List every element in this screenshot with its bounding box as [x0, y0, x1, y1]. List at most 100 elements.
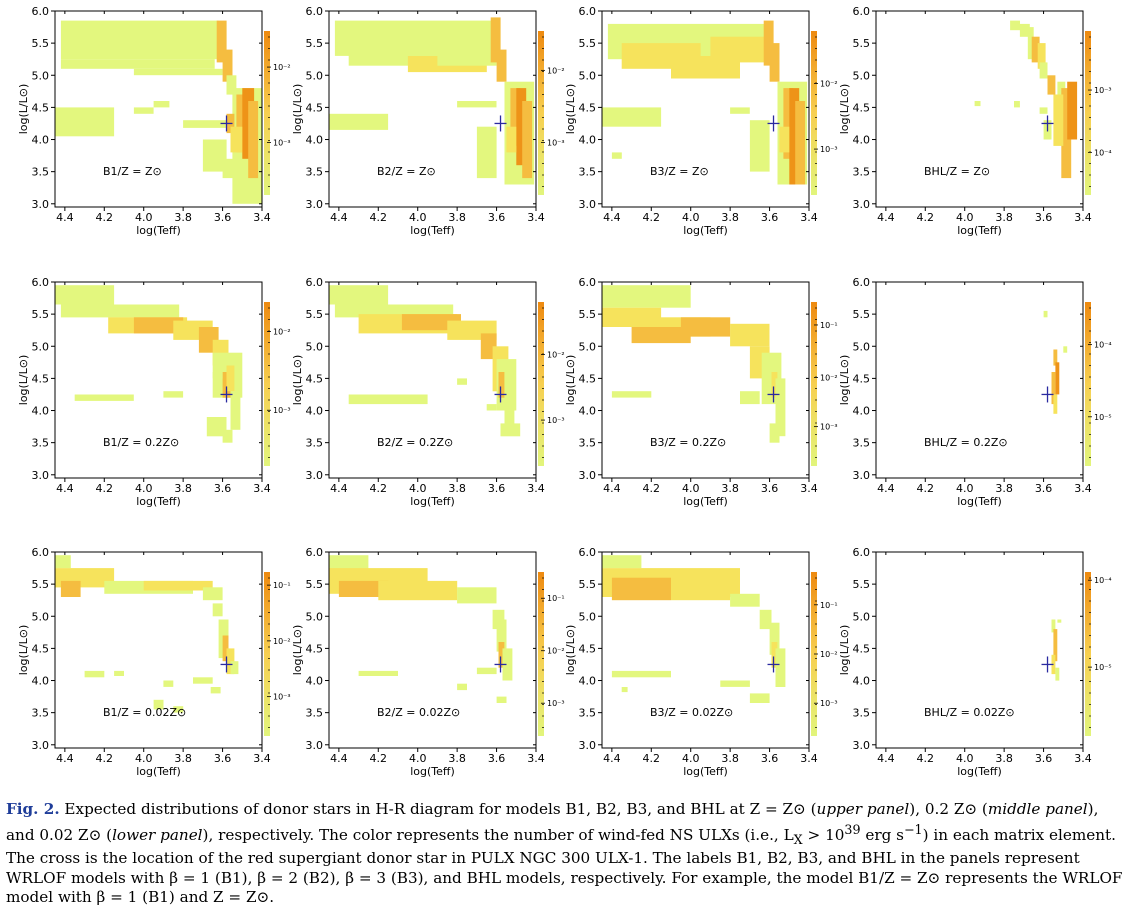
heatmap-cell [248, 101, 259, 179]
heatmap-cell [749, 693, 770, 703]
x-tick-label: 4.2 [96, 211, 114, 224]
axes-frame [328, 281, 537, 479]
hr-panel: 4.4 4.2 4.0 3.8 3.6 3.4 3.0 3.5 4.0 4.5 5.0 5.5 6.0 l… [564, 276, 838, 508]
heatmap-cell [779, 126, 790, 153]
panel-label: B1/Z = 0.02Z⊙ [103, 706, 186, 719]
x-tick-label: 4.0 [135, 482, 153, 495]
y-tick-label: 4.0 [579, 405, 597, 418]
hr-panel: 4.4 4.2 4.0 3.8 3.6 3.4 3.0 3.5 4.0 4.5 5.0 5.5 6.0 l… [838, 276, 1112, 508]
heatmap-cell [522, 101, 533, 179]
x-tick-label: 4.4 [603, 211, 621, 224]
colorbar-tick-label: 10⁻³ [273, 406, 291, 415]
y-tick-label: 4.5 [32, 642, 50, 655]
x-tick-label: 4.4 [877, 482, 895, 495]
heatmap-cell [183, 120, 233, 128]
colorbar-tick-label: 10⁻³ [1094, 86, 1112, 95]
colorbar [811, 31, 817, 195]
x-tick-label: 3.8 [721, 482, 739, 495]
heatmap-cell [153, 699, 164, 710]
y-tick-label: 3.5 [32, 437, 50, 450]
x-tick-label: 4.0 [409, 211, 427, 224]
heatmap-cell [358, 670, 398, 676]
colorbar-tick-label: 10⁻¹ [273, 581, 291, 590]
heatmap-cell [789, 88, 800, 185]
y-tick-label: 4.5 [579, 101, 597, 114]
x-tick-label: 3.8 [995, 752, 1013, 765]
x-tick-label: 3.8 [448, 482, 466, 495]
hr-panel: 4.4 4.2 4.0 3.8 3.6 3.4 3.0 3.5 4.0 4.5 5.0 5.5 6.0 l… [838, 5, 1112, 237]
y-axis-label: log(L/L⊙) [17, 355, 30, 406]
colorbar-tick-label: 10⁻² [547, 66, 565, 75]
hr-panel: 4.4 4.2 4.0 3.8 3.6 3.4 3.0 3.5 4.0 4.5 5.0 5.5 6.0 l… [17, 276, 291, 508]
colorbar-tick-label: 10⁻³ [547, 699, 565, 708]
heatmap-cell [222, 49, 233, 82]
x-tick-label: 3.6 [1035, 211, 1053, 224]
y-tick-label: 3.0 [853, 739, 871, 752]
x-axis-label: log(Teff) [683, 224, 728, 237]
x-tick-label: 3.8 [448, 752, 466, 765]
y-tick-label: 3.5 [32, 707, 50, 720]
x-tick-label: 3.4 [527, 752, 545, 765]
colorbar [264, 31, 270, 195]
figure-label[interactable]: Fig. 2. [6, 800, 60, 818]
x-tick-label: 3.8 [174, 752, 192, 765]
y-axis-label: log(L/L⊙) [564, 355, 577, 406]
x-tick-label: 3.4 [800, 482, 818, 495]
heatmap-cell [329, 285, 389, 305]
hr-panel: 4.4 4.2 4.0 3.8 3.6 3.4 3.0 3.5 4.0 4.5 5.0 5.5 6.0 l… [564, 5, 838, 237]
heatmap-cell [1031, 36, 1040, 63]
x-tick-label: 4.4 [56, 482, 74, 495]
y-tick-label: 5.5 [32, 308, 50, 321]
colorbar-tick-label: 10⁻¹ [820, 321, 838, 330]
y-tick-label: 6.0 [306, 546, 324, 559]
caption-lower: lower panel [112, 825, 203, 844]
heatmap-cell [611, 670, 671, 678]
heatmap-cell [55, 555, 71, 569]
heatmap-cell [496, 49, 507, 82]
heatmap-cell [769, 423, 780, 443]
hr-panel: 4.4 4.2 4.0 3.8 3.6 3.4 3.0 3.5 4.0 4.5 5.0 5.5 6.0 l… [291, 276, 565, 508]
x-tick-label: 3.6 [1035, 752, 1053, 765]
x-tick-label: 4.0 [135, 211, 153, 224]
x-tick-label: 3.8 [995, 211, 1013, 224]
y-tick-label: 3.0 [306, 198, 324, 211]
heatmap-cell [510, 88, 521, 146]
y-tick-label: 6.0 [32, 276, 50, 289]
heatmap-cell [222, 158, 243, 179]
y-tick-label: 4.0 [306, 675, 324, 688]
caption-text-7: ) in each matrix element. The cross is t… [6, 825, 1123, 907]
cross-marker [220, 656, 233, 673]
axes-frame [875, 281, 1084, 479]
heatmap-cell [631, 327, 691, 344]
y-tick-label: 5.5 [853, 308, 871, 321]
heatmap-cell [60, 20, 219, 60]
heatmap-cell [611, 577, 671, 601]
heatmap-cell [329, 113, 389, 130]
heatmap-cell [329, 555, 369, 572]
x-tick-label: 4.2 [917, 482, 935, 495]
y-tick-label: 5.0 [32, 69, 50, 82]
heatmap-cell [486, 404, 497, 411]
heatmap-cell [60, 580, 81, 597]
axes-frame [54, 551, 263, 749]
caption-sup-39: 39 [844, 821, 861, 837]
x-tick-label: 3.6 [1035, 482, 1053, 495]
heatmap-cell [206, 417, 227, 437]
y-tick-label: 3.0 [32, 739, 50, 752]
x-tick-label: 4.0 [409, 752, 427, 765]
axes-frame [875, 551, 1084, 749]
x-tick-label: 4.2 [370, 211, 388, 224]
x-tick-label: 4.2 [643, 482, 661, 495]
colorbar-tick-label: 10⁻³ [820, 699, 838, 708]
y-tick-label: 6.0 [32, 5, 50, 18]
panel-label: BHL/Z = 0.02Z⊙ [924, 706, 1015, 719]
heatmap-cell [974, 101, 981, 107]
heatmap-cell [457, 587, 497, 604]
colorbar [538, 572, 544, 736]
heatmap-cell [1051, 372, 1056, 405]
heatmap-cell [210, 687, 221, 694]
y-axis-label: log(L/L⊙) [564, 625, 577, 676]
colorbar [264, 302, 270, 466]
heatmap-cell [769, 43, 780, 82]
heatmap-cell [730, 107, 750, 114]
